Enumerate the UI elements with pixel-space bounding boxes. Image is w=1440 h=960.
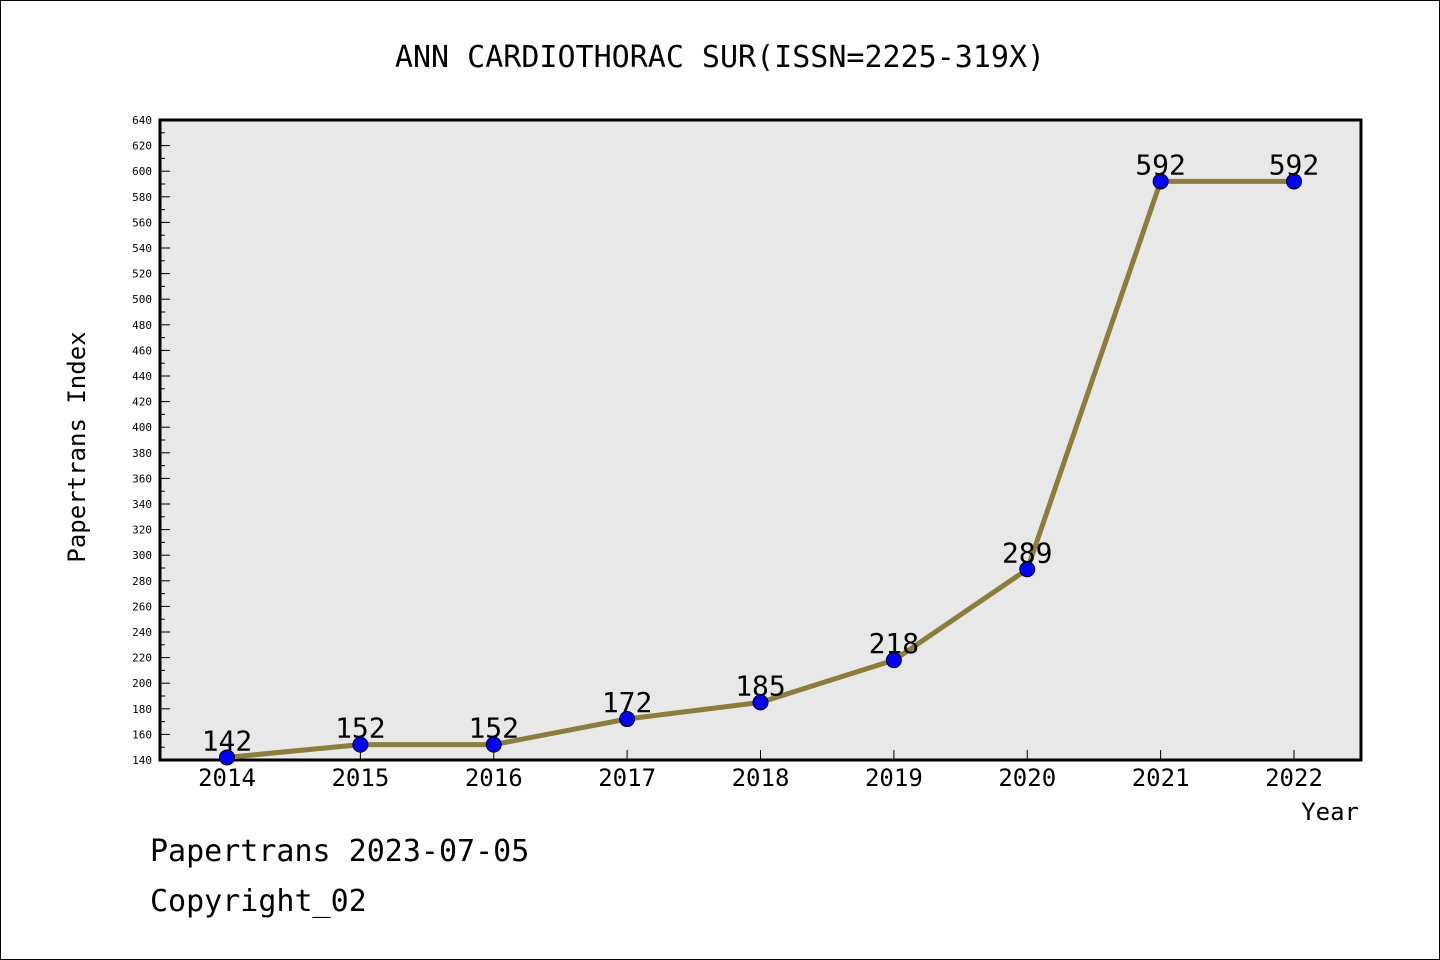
y-tick-label: 580	[132, 191, 152, 204]
series-layer	[219, 173, 1302, 766]
y-tick-label: 300	[132, 549, 152, 562]
y-tick-label: 420	[132, 396, 152, 409]
x-tick-label: 2015	[331, 764, 389, 792]
y-tick-label: 340	[132, 498, 152, 511]
plot-area	[158, 118, 1363, 762]
data-label: 152	[335, 712, 386, 745]
y-tick-label: 480	[132, 319, 152, 332]
y-tick-label: 160	[132, 728, 152, 741]
data-label: 142	[202, 724, 253, 757]
y-tick-label: 560	[132, 216, 152, 229]
x-tick-label: 2019	[865, 764, 923, 792]
data-point	[352, 736, 369, 753]
x-tick-label: 2018	[732, 764, 790, 792]
data-label: 172	[602, 686, 653, 719]
y-tick-label: 620	[132, 140, 152, 153]
data-point	[219, 749, 235, 766]
footer-copyright: Copyright_02	[150, 884, 367, 919]
y-tick-label: 640	[132, 114, 152, 127]
y-tick-label: 220	[132, 652, 152, 665]
data-label: 218	[869, 627, 920, 660]
data-point	[1019, 561, 1036, 578]
data-point	[619, 711, 636, 728]
y-tick-label: 280	[132, 575, 152, 588]
y-tick-label: 320	[132, 524, 152, 537]
y-tick-label: 240	[132, 626, 152, 639]
footer-date: Papertrans 2023-07-05	[150, 834, 530, 869]
x-tick-label: 2020	[998, 764, 1056, 792]
y-tick-label: 600	[132, 165, 152, 178]
y-tick-label: 500	[132, 293, 152, 306]
data-label: 592	[1269, 148, 1320, 181]
x-tick-label: 2021	[1132, 764, 1190, 792]
data-point	[1152, 173, 1169, 190]
y-tick-label: 180	[132, 703, 152, 716]
data-labels-layer: 142 152 152 172 185 218 289 592 592	[202, 148, 1320, 757]
y-axis-label: Papertrans Index	[63, 331, 91, 562]
data-label: 592	[1135, 148, 1186, 181]
data-point	[485, 736, 502, 753]
x-tick-label: 2014	[198, 764, 256, 792]
y-tick-label: 540	[132, 242, 152, 255]
x-tick-label: 2022	[1265, 764, 1323, 792]
data-label: 152	[468, 712, 519, 745]
y-tick-label: 520	[132, 268, 152, 281]
y-tick-label: 460	[132, 344, 152, 357]
y-tick-label: 400	[132, 421, 152, 434]
data-point	[1286, 173, 1302, 190]
x-axis-label: Year	[1301, 798, 1359, 826]
data-point	[752, 694, 769, 711]
chart-title: ANN CARDIOTHORAC SUR(ISSN=2225-319X)	[395, 40, 1045, 75]
y-tick-label: 260	[132, 600, 152, 613]
x-tick-label: 2017	[598, 764, 656, 792]
y-axis-ticks: 140 160 180 200 220 240 260 280 300 320 340 360 380 4…	[132, 114, 170, 767]
y-tick-label: 200	[132, 677, 152, 690]
y-tick-label: 140	[132, 754, 152, 767]
y-tick-label: 380	[132, 447, 152, 460]
x-tick-label: 2016	[465, 764, 523, 792]
y-tick-label: 360	[132, 472, 152, 485]
y-tick-label: 440	[132, 370, 152, 383]
data-label: 185	[735, 669, 786, 702]
x-axis-ticks: 2014 2015 2016 2017 2018 2019 2020 2021 2022	[198, 750, 1323, 792]
data-point	[885, 652, 902, 669]
data-label: 289	[1002, 536, 1053, 569]
